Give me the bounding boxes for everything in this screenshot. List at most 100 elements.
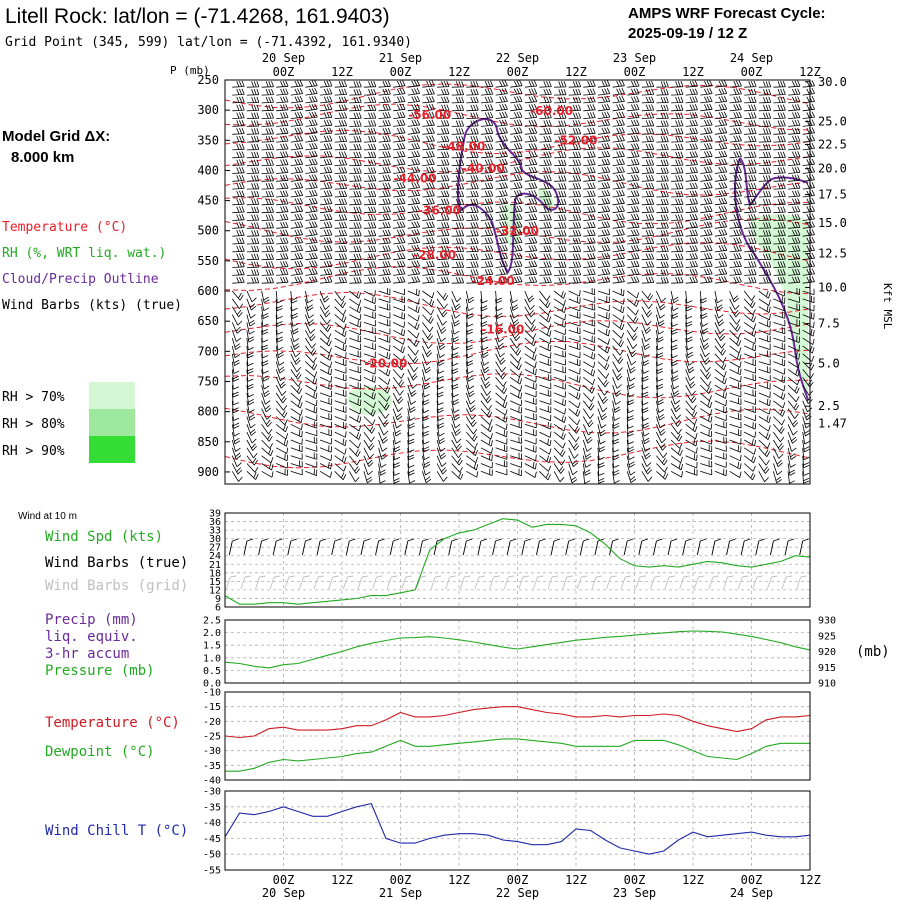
- wind-barb-10m: [652, 538, 663, 556]
- wind-barb: [787, 344, 800, 352]
- wind-barb: [407, 322, 420, 331]
- wind-barb: [319, 390, 332, 398]
- wind-barb: [276, 453, 289, 462]
- wind-barb: [246, 322, 255, 335]
- wind-barb: [553, 366, 566, 374]
- wind-barb: [524, 80, 538, 88]
- wind-barb: [246, 81, 260, 88]
- wind-barb: [320, 229, 333, 237]
- left-tick-label: 1.0: [203, 653, 221, 664]
- wind-barb: [436, 408, 444, 421]
- wind-barb: [597, 400, 608, 413]
- wind-barb: [231, 361, 240, 374]
- wind-barb: [612, 329, 625, 339]
- wind-barb: [612, 305, 625, 314]
- wind-barb: [641, 261, 655, 268]
- left-tick-label: 1.5: [203, 641, 221, 652]
- wind-barb: [378, 253, 391, 261]
- wind-barb: [334, 367, 347, 374]
- wind-barb: [626, 432, 634, 445]
- wind-barb: [773, 304, 786, 312]
- wind-barb: [656, 377, 664, 390]
- wind-barb: [671, 80, 684, 88]
- wind-barb: [334, 405, 347, 413]
- wind-barb: [451, 447, 463, 459]
- wind-barb: [641, 174, 655, 182]
- wind-barb: [524, 390, 537, 398]
- wind-barb: [246, 377, 254, 390]
- wind-barb: [436, 337, 446, 351]
- wind-barb: [349, 320, 362, 328]
- wind-barb: [583, 335, 596, 343]
- wind-barb: [802, 229, 815, 237]
- wind-barb: [758, 96, 772, 104]
- wind-barb: [392, 447, 401, 461]
- wind-barb: [554, 167, 567, 174]
- wind-barb: [276, 237, 289, 245]
- left-tick-label: -35: [203, 761, 221, 772]
- wind-barb: [788, 213, 801, 221]
- wind-barb: [539, 167, 552, 174]
- wind-barb: [568, 392, 581, 400]
- wind-barb: [393, 80, 406, 88]
- wind-barb: [554, 198, 567, 206]
- wind-barb: [539, 298, 551, 309]
- wind-barb: [509, 298, 519, 311]
- wind-barb: [568, 135, 582, 143]
- wind-barb: [349, 128, 362, 135]
- wind-barb: [305, 103, 318, 112]
- wind-barb: [407, 455, 415, 468]
- wind-barb: [393, 295, 405, 304]
- wind-barb: [334, 447, 347, 455]
- left-tick-label: 6: [215, 603, 221, 614]
- wind-barb: [554, 253, 567, 261]
- wind-barb: [714, 376, 727, 385]
- wind-barb-10m: [389, 538, 400, 556]
- wind-barb: [480, 253, 494, 261]
- wind-barb: [641, 151, 655, 159]
- wind-barb: [290, 377, 302, 387]
- wind-barb: [276, 182, 289, 190]
- wind-barb: [568, 320, 581, 327]
- wind-barb: [714, 468, 727, 477]
- wind-barb: [363, 190, 377, 198]
- wind-barb: [685, 96, 698, 104]
- wind-barb: [392, 432, 401, 445]
- wind-barb: [290, 166, 304, 174]
- wind-barb: [788, 245, 801, 253]
- wind-barb: [480, 345, 489, 359]
- wind-barb: [597, 304, 610, 312]
- wind-barb: [612, 439, 620, 453]
- wind-barb: [641, 330, 651, 342]
- wind-barb: [348, 463, 361, 474]
- wind-barb: [729, 390, 742, 398]
- wind-barb: [495, 95, 508, 104]
- right-tick-label: 915: [818, 663, 836, 674]
- wind-barb: [378, 361, 391, 368]
- wind-barb: [334, 471, 347, 481]
- wind-barb: [773, 135, 786, 143]
- wind-barb: [509, 384, 523, 392]
- wind-barb: [612, 252, 625, 261]
- wind-barb: [612, 244, 625, 253]
- wind-barb: [787, 312, 800, 319]
- wind-barb: [495, 369, 507, 380]
- wind-barb: [305, 421, 318, 429]
- wind-barb: [568, 175, 582, 182]
- wind-barb: [568, 206, 582, 214]
- height-tick-label: 2.5: [818, 399, 840, 413]
- wind-barb: [612, 205, 625, 214]
- temperature-contour-label: -48.00: [442, 140, 485, 154]
- wind-barb: [524, 182, 538, 190]
- wind-barb: [378, 303, 391, 311]
- wind-barb: [437, 229, 450, 237]
- wind-barb: [422, 322, 434, 333]
- wind-barb: [334, 343, 347, 352]
- wind-barb: [290, 127, 304, 135]
- wind-barb: [407, 392, 417, 405]
- wind-barb: [539, 431, 552, 438]
- wind-barb: [714, 414, 727, 421]
- wind-barb: [349, 447, 361, 457]
- wind-barb: [568, 471, 578, 484]
